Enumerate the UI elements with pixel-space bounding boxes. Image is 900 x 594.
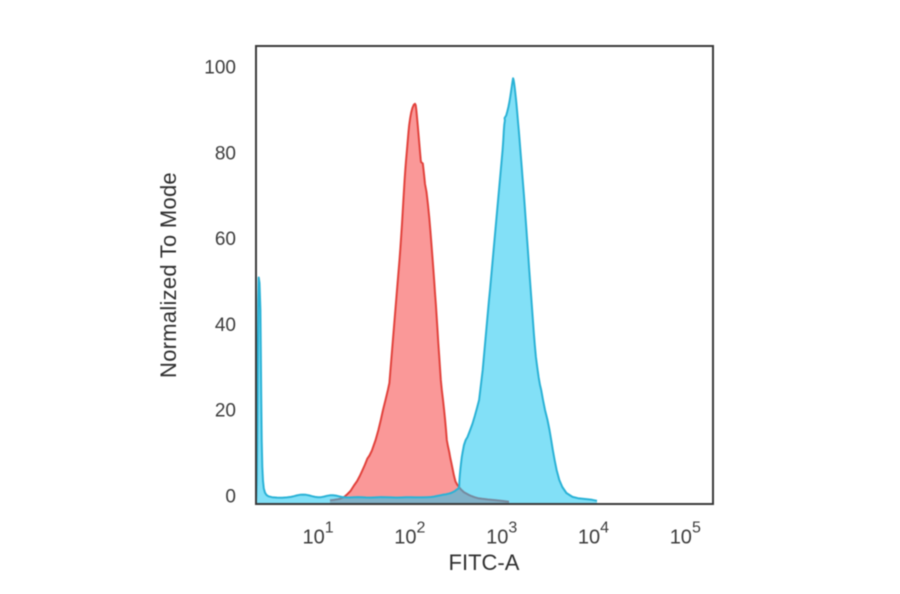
svg-text:Normalized To Mode: Normalized To Mode bbox=[156, 172, 181, 378]
svg-text:40: 40 bbox=[215, 315, 236, 336]
svg-text:20: 20 bbox=[215, 401, 236, 422]
svg-text:0: 0 bbox=[225, 487, 236, 508]
svg-text:60: 60 bbox=[215, 229, 236, 250]
svg-text:80: 80 bbox=[215, 143, 236, 164]
svg-text:100: 100 bbox=[204, 58, 236, 79]
svg-text:FITC-A: FITC-A bbox=[449, 550, 520, 575]
